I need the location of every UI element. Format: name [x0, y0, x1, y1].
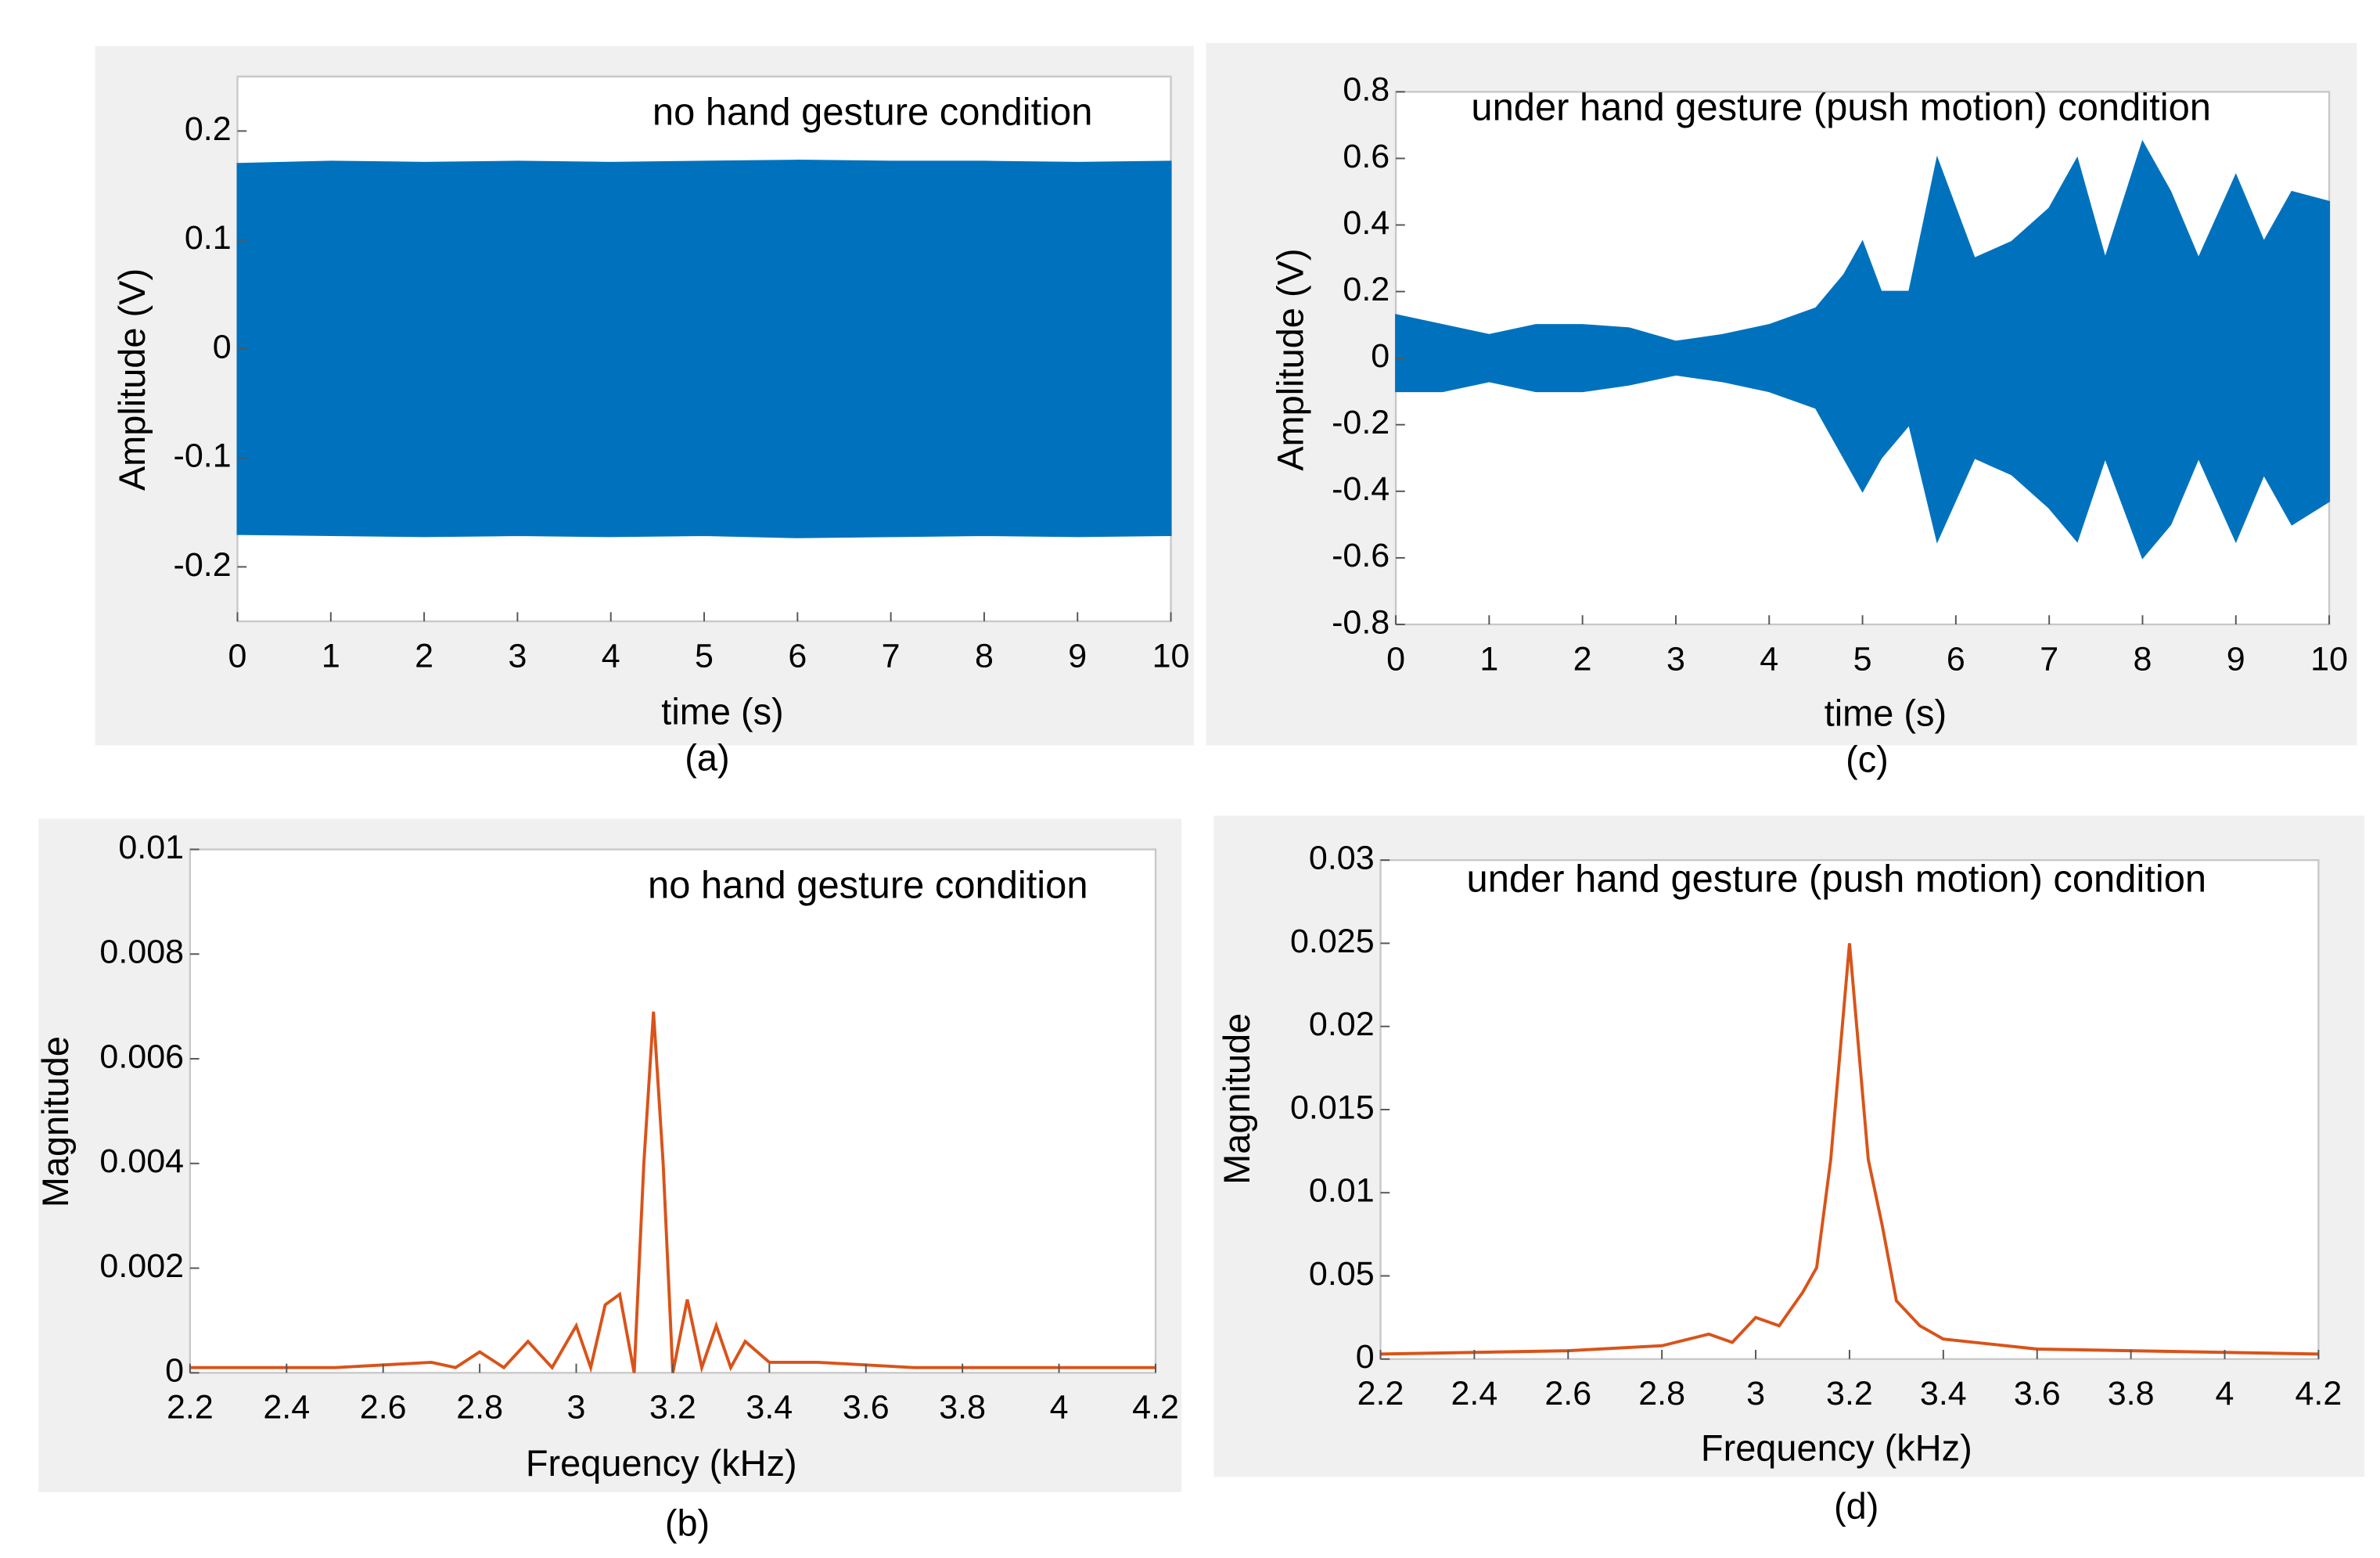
y-tick-label: 0.004 [99, 1142, 184, 1180]
x-tick-label: 3.8 [2108, 1375, 2155, 1412]
y-tick-label: 0 [165, 1352, 184, 1390]
y-tick-label: 0.025 [1290, 923, 1375, 960]
x-axis-label: time (s) [661, 692, 783, 732]
y-axis-label: Magnitude [1217, 1013, 1257, 1185]
x-tick-label: 3.8 [939, 1389, 986, 1427]
signal-envelope [236, 160, 1172, 538]
y-tick-label: 0.1 [185, 219, 232, 257]
x-tick-label: 2.2 [167, 1389, 214, 1427]
x-axis-label: time (s) [1825, 693, 1947, 734]
x-tick-label: 10 [2310, 640, 2348, 678]
panel-caption: (b) [665, 1502, 710, 1543]
y-tick-label: 0.05 [1309, 1255, 1375, 1293]
y-tick-label: 0.2 [185, 110, 232, 148]
x-tick-label: 0 [1386, 640, 1405, 678]
x-tick-label: 2.4 [1451, 1375, 1497, 1412]
x-tick-label: 3.2 [1826, 1375, 1873, 1412]
y-axis-label: Amplitude (V) [112, 268, 153, 491]
x-tick-label: 8 [975, 637, 994, 675]
y-tick-label: 0 [213, 328, 232, 365]
y-tick-label: 0.2 [1343, 271, 1390, 308]
x-tick-label: 2 [415, 637, 433, 675]
x-tick-label: 3.4 [746, 1389, 793, 1427]
panel-caption: (a) [685, 737, 729, 778]
x-tick-label: 2.6 [360, 1389, 407, 1427]
x-tick-label: 2.6 [1544, 1375, 1591, 1412]
plot-title: under hand gesture (push motion) conditi… [1467, 858, 2207, 900]
x-tick-label: 6 [788, 637, 807, 675]
x-tick-label: 2.2 [1357, 1375, 1404, 1412]
plot-title: no hand gesture condition [648, 864, 1088, 906]
y-tick-label: 0 [1356, 1338, 1375, 1376]
y-tick-label: 0.002 [99, 1247, 184, 1285]
y-tick-label: 0.006 [99, 1038, 184, 1075]
x-tick-label: 3.4 [1920, 1375, 1967, 1412]
x-tick-label: 7 [2040, 640, 2058, 678]
x-tick-label: 5 [695, 637, 714, 675]
x-tick-label: 3 [1746, 1375, 1765, 1412]
x-tick-label: 4 [2216, 1375, 2234, 1412]
x-tick-label: 9 [1068, 637, 1087, 675]
spectrum-line [189, 1011, 1156, 1373]
y-tick-label: 0.02 [1309, 1006, 1375, 1043]
x-tick-label: 5 [1853, 640, 1872, 678]
x-tick-label: 1 [322, 637, 340, 675]
x-tick-label: 4 [602, 637, 620, 675]
x-tick-label: 0 [228, 637, 247, 675]
y-tick-label: 0.008 [99, 934, 184, 971]
x-tick-label: 8 [2134, 640, 2152, 678]
x-tick-label: 9 [2227, 640, 2245, 678]
y-tick-label: -0.4 [1332, 470, 1390, 508]
y-tick-label: 0.01 [1309, 1172, 1375, 1210]
x-tick-label: 2.4 [263, 1389, 310, 1427]
x-tick-label: 2.8 [456, 1389, 503, 1427]
y-tick-label: -0.2 [1332, 404, 1390, 441]
x-tick-label: 4 [1760, 640, 1778, 678]
y-tick-label: 0.01 [118, 829, 184, 866]
y-tick-label: 0.03 [1309, 840, 1375, 877]
y-tick-label: -0.6 [1332, 537, 1390, 574]
y-tick-label: 0 [1371, 337, 1390, 375]
x-tick-label: 3 [508, 637, 527, 675]
x-tick-label: 3 [567, 1389, 586, 1427]
x-tick-label: 4.2 [2295, 1375, 2342, 1412]
plot-title: no hand gesture condition [653, 92, 1093, 134]
x-tick-label: 3 [1666, 640, 1685, 678]
x-tick-label: 1 [1479, 640, 1498, 678]
x-tick-label: 2 [1573, 640, 1592, 678]
x-tick-label: 4.2 [1132, 1389, 1179, 1427]
plot-area [1379, 858, 2320, 1360]
panel-caption: (d) [1834, 1486, 1878, 1527]
y-tick-label: 0.8 [1343, 71, 1390, 109]
x-tick-label: 10 [1152, 637, 1190, 675]
panel-caption: (c) [1846, 739, 1889, 779]
y-tick-label: 0.6 [1343, 138, 1390, 175]
y-axis-label: Magnitude [35, 1036, 76, 1207]
x-tick-label: 3.2 [649, 1389, 696, 1427]
x-axis-label: Frequency (kHz) [526, 1443, 797, 1484]
x-tick-label: 3.6 [843, 1389, 890, 1427]
spectrum-line [1380, 943, 2319, 1356]
y-tick-label: -0.1 [174, 437, 232, 475]
x-tick-label: 3.6 [2014, 1375, 2061, 1412]
x-tick-label: 6 [1947, 640, 1965, 678]
plot-area [189, 848, 1157, 1374]
signal-envelope [1395, 139, 2331, 560]
x-tick-label: 4 [1050, 1389, 1069, 1427]
y-tick-label: 0.015 [1290, 1088, 1375, 1126]
y-tick-label: -0.2 [174, 546, 232, 584]
x-tick-label: 7 [882, 637, 901, 675]
y-tick-label: -0.8 [1332, 603, 1390, 641]
x-axis-label: Frequency (kHz) [1701, 1427, 1972, 1468]
x-tick-label: 2.8 [1638, 1375, 1685, 1412]
plot-title: under hand gesture (push motion) conditi… [1471, 87, 2211, 129]
y-axis-label: Amplitude (V) [1270, 248, 1310, 470]
y-tick-label: 0.4 [1343, 204, 1390, 242]
